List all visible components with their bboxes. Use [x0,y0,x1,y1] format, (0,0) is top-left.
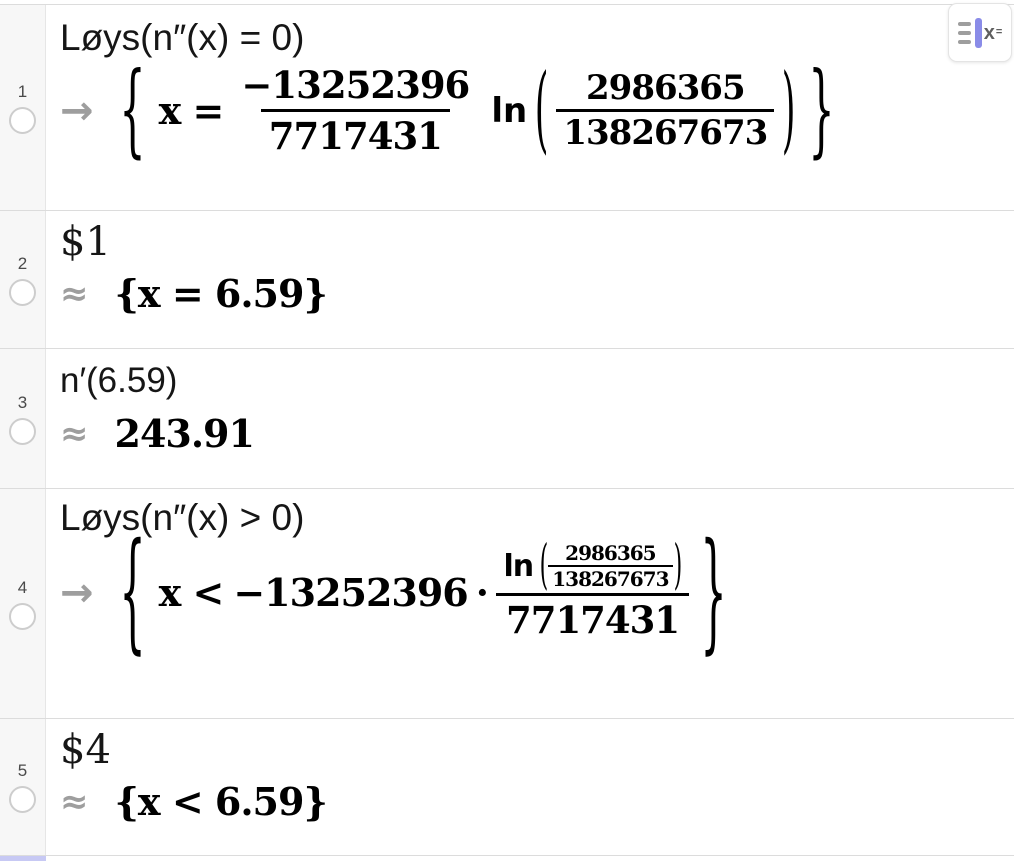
input-style-toggle-button[interactable]: x = [948,3,1012,62]
row-1-output: → { x = −13252396 7717431 ln ( 2986365 1… [60,52,1014,169]
row-3-output: ≈ 243.91 [60,411,1014,456]
row-6-margin-selected [0,856,46,861]
row-2-radio-button[interactable] [9,278,36,306]
row-4-lhs: x < [158,570,225,615]
row-3-radio-button[interactable] [9,417,36,445]
multiplication-dot: · [475,570,489,615]
row-5-output: ≈ {x < 6.59} [60,779,1014,824]
row-4-output: → { x < −13252396 · ln ( 2986365 1382676… [60,528,1014,658]
row-1-margin: 1 [0,5,46,210]
maps-to-icon: → [60,87,94,134]
inner-fraction: 2986365 138267673 [548,541,673,591]
row-5-cell[interactable]: $4 ≈ {x < 6.59} [46,719,1014,855]
text-cursor-icon [974,17,982,48]
row-3-number: 3 [17,392,28,412]
row-5-radio-button[interactable] [9,786,36,813]
row-3-margin: 3 [0,349,46,488]
row-1-input[interactable]: Løys(n″(x) = 0) [60,17,305,58]
row-4-cell[interactable]: Løys(n″(x) > 0) → { x < −13252396 · ln (… [46,489,1014,718]
maps-to-icon: → [60,569,94,616]
algebra-input-icon: x = [957,17,1003,48]
fraction-denominator: 7717431 [260,109,450,160]
row-1-cell[interactable]: Løys(n″(x) = 0) → { x = −13252396 771743… [46,5,1014,210]
open-paren: ( [534,54,549,165]
row-3-input[interactable]: n′(6.59) [60,361,178,400]
row-5-result: {x < 6.59} [114,779,328,824]
big-fraction-numerator: ln ( 2986365 138267673 ) [497,535,687,597]
ln-function: ln [491,90,528,131]
row-5-number: 5 [17,761,28,780]
approx-icon: ≈ [60,273,89,314]
row-1-radio-button[interactable] [9,106,36,134]
row-1-number: 1 [17,81,28,101]
row-3-result: 243.91 [114,411,255,456]
cas-row-2: 2 $1 ≈ {x = 6.59} [0,210,1014,348]
close-brace: } [700,517,727,668]
fraction-numerator: 2986365 [586,68,746,108]
row-4-radio-button[interactable] [9,602,36,630]
fraction-numerator: −13252396 [241,63,470,107]
approx-icon: ≈ [60,781,89,822]
cas-row-5: 5 $4 ≈ {x < 6.59} [0,718,1014,855]
row-2-result: {x = 6.59} [114,271,328,316]
row-5-margin: 5 [0,719,46,855]
cas-row-1: 1 Løys(n″(x) = 0) → { x = −13252396 7717… [0,4,1014,210]
row-1-lhs: x = [158,88,225,133]
cas-row-6-partial[interactable] [0,855,1014,861]
open-brace: { [118,517,146,668]
row-2-input[interactable]: $1 [60,219,111,265]
row-5-input[interactable]: $4 [60,727,111,773]
cas-row-3: 3 n′(6.59) ≈ 243.91 [0,348,1014,488]
x-equals-label: x [983,21,995,44]
row-6-cell[interactable] [46,856,1014,861]
close-brace: } [808,52,836,169]
row-4-input[interactable]: Løys(n″(x) > 0) [60,497,305,538]
row-2-number: 2 [17,253,28,273]
row-2-cell[interactable]: $1 ≈ {x = 6.59} [46,211,1014,348]
open-brace: { [118,52,146,169]
open-paren: ( [539,535,549,597]
fraction-denominator: 138267673 [548,565,673,591]
row-1-fraction-1: −13252396 7717431 [233,61,477,160]
row-2-margin: 2 [0,211,46,348]
equals-label: = [995,26,1003,38]
row-4-margin: 4 [0,489,46,718]
row-1-fraction-2: 2986365 138267673 [556,67,775,154]
big-fraction-denominator: 7717431 [495,593,690,644]
approx-icon: ≈ [60,413,89,454]
row-4-big-fraction: ln ( 2986365 138267673 ) 7717431 [495,535,690,644]
close-paren: ) [673,535,682,597]
row-3-cell[interactable]: n′(6.59) ≈ 243.91 [46,349,1014,488]
ln-function: ln [503,548,534,584]
row-4-number: 4 [17,577,28,597]
list-lines-icon [957,21,971,44]
fraction-denominator: 138267673 [556,109,775,154]
cas-row-4: 4 Løys(n″(x) > 0) → { x < −13252396 · ln… [0,488,1014,718]
fraction-numerator: 2986365 [565,541,656,565]
row-4-coefficient: −13252396 [233,570,468,615]
row-2-output: ≈ {x = 6.59} [60,271,1014,316]
close-paren: ) [781,54,796,165]
